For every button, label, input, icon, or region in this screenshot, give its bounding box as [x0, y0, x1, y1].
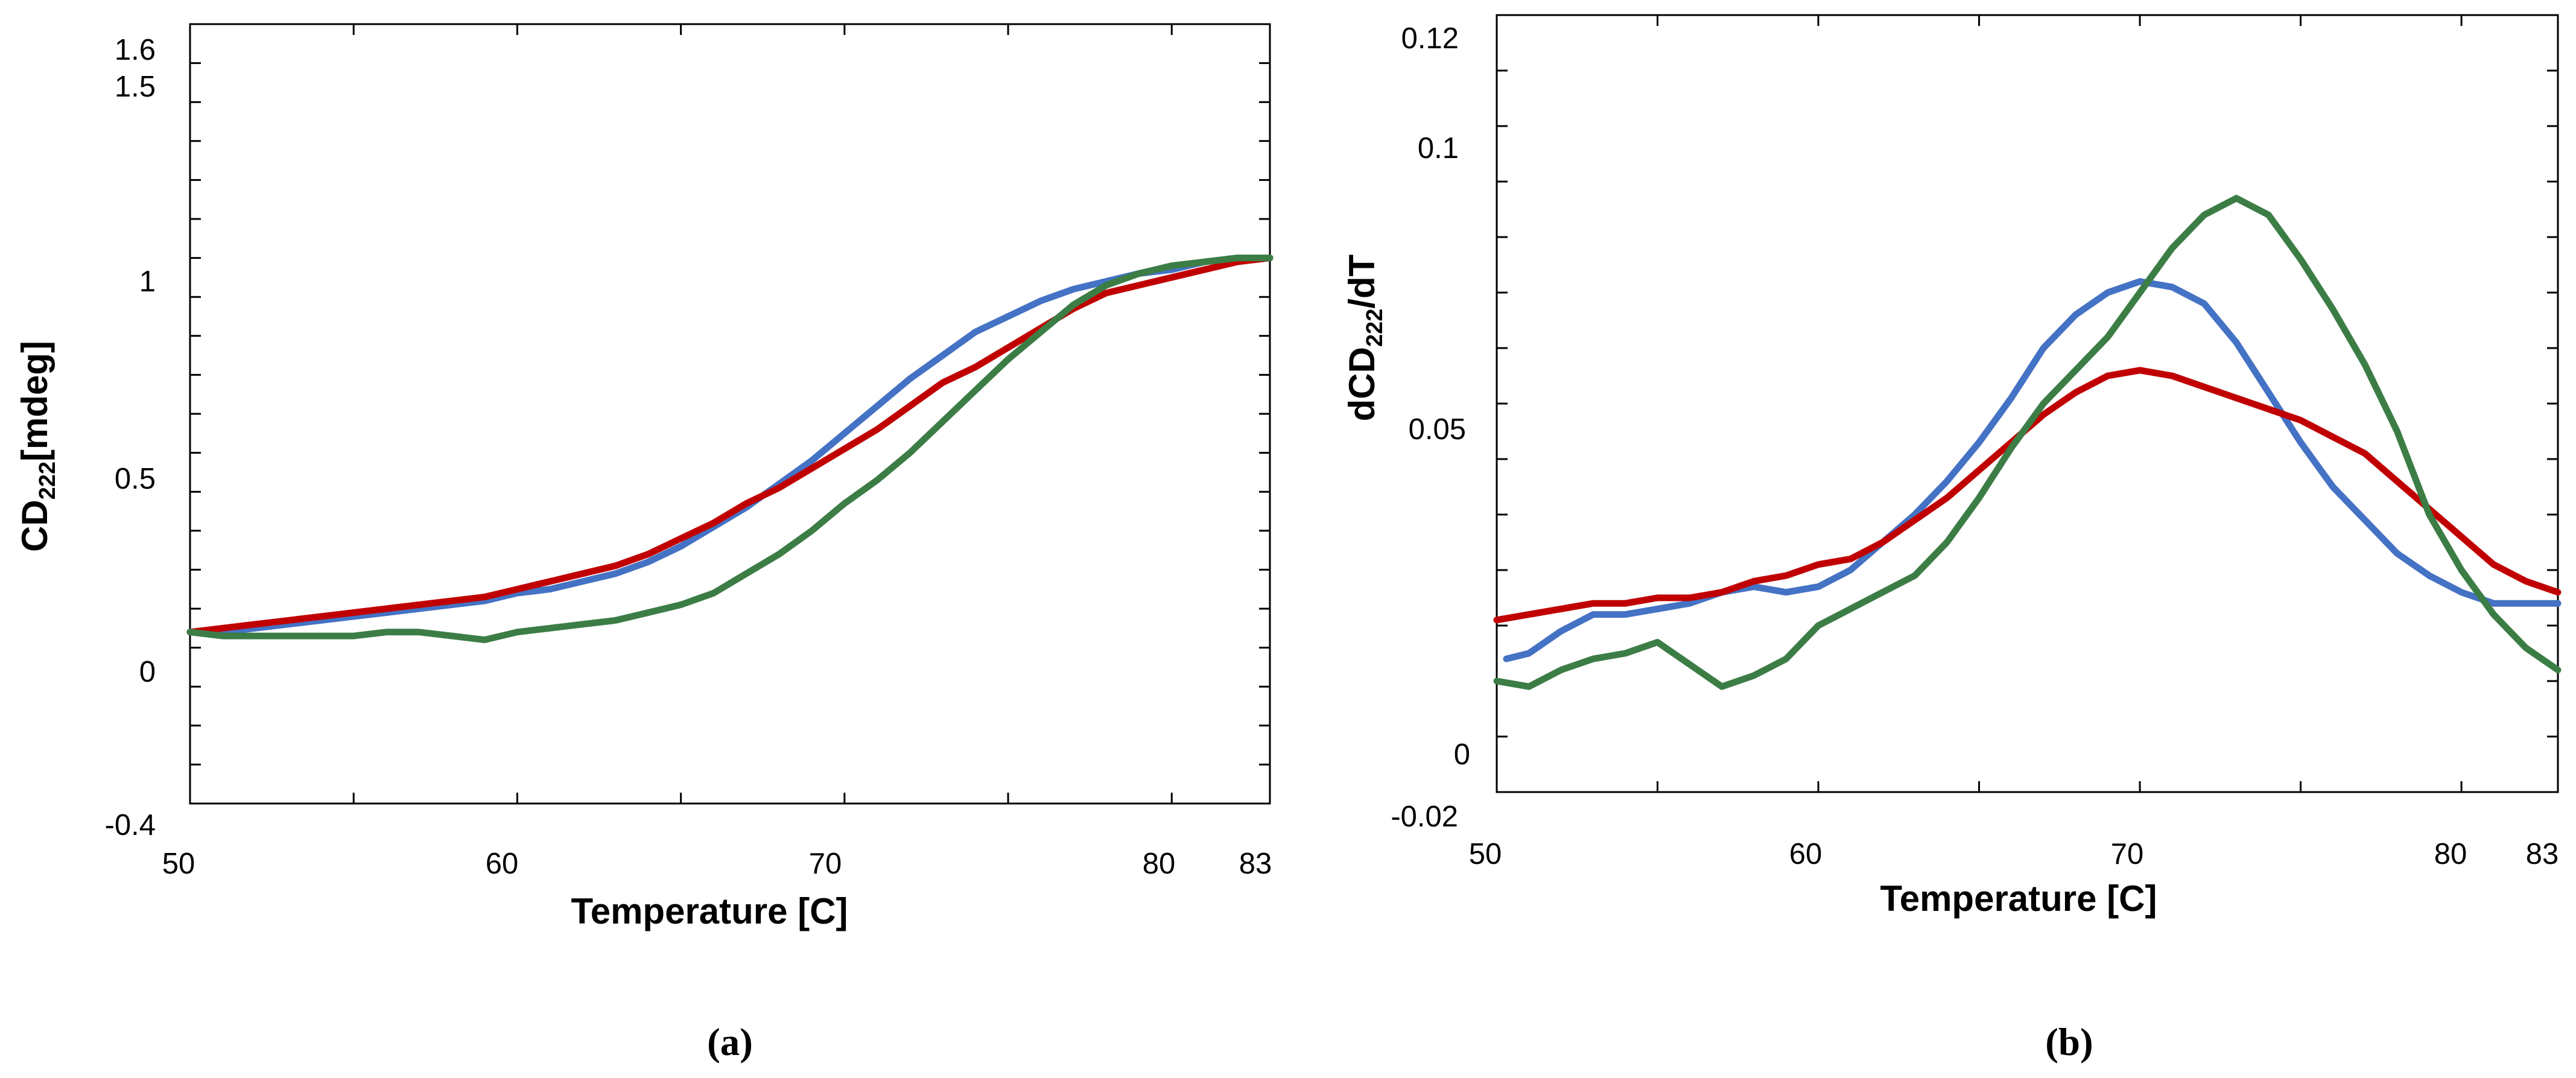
- chart-a-y-tick-label: 1.5: [115, 71, 156, 103]
- chart-b-y-tick-label: 0.05: [1409, 413, 1466, 446]
- chart-b-series-line-1: [1503, 278, 2562, 662]
- chart-a-series-line-3: [186, 255, 1274, 644]
- chart-a-x-tick-label: 50: [162, 848, 195, 880]
- chart-b-y-axis-title-subscript: 222: [1362, 309, 1388, 347]
- chart-a-plot-frame: [189, 23, 1271, 805]
- chart-b-x-axis-title: Temperature [C]: [1880, 878, 2157, 919]
- chart-b-x-tick-label: 80: [2434, 838, 2467, 870]
- chart-a-y-axis-title: CD222[mdeg]: [14, 341, 60, 552]
- chart-b-x-tick-label: 83: [2526, 838, 2559, 870]
- chart-b-x-tick-label: 60: [1789, 838, 1823, 870]
- chart-a-x-tick-label: 83: [1239, 848, 1272, 880]
- chart-a-x-axis-title: Temperature [C]: [571, 891, 848, 931]
- chart-b-plot-frame: [1496, 14, 2559, 793]
- chart-a-x-tick-label: 80: [1143, 848, 1176, 880]
- chart-a-series-line-1: [186, 255, 1274, 636]
- chart-a-y-tick-label: 1.6: [115, 34, 156, 66]
- chart-a-x-tick-label: 70: [809, 848, 842, 880]
- chart-a-y-tick-label: 1: [139, 265, 156, 298]
- chart-a-series: [186, 255, 1274, 644]
- chart-a-y-tick-label: 0: [139, 656, 156, 688]
- chart-b-y-axis-title-unit: /dT: [1342, 255, 1382, 309]
- chart-b-y-axis-title: dCD222/dT: [1342, 255, 1388, 422]
- chart-a-y-axis-title-unit: [mdeg]: [14, 341, 55, 461]
- chart-a-ticks: [190, 24, 1270, 804]
- chart-b-ticks: [1497, 15, 2558, 792]
- chart-a-x-tick-label: 60: [486, 848, 519, 880]
- chart-b-y-tick-label: 0: [1454, 738, 1470, 771]
- chart-a-y-tick-label: -0.4: [105, 809, 156, 842]
- panel-label-a: (a): [707, 1021, 753, 1064]
- chart-b-y-axis-title-main: dCD: [1342, 347, 1382, 421]
- chart-a-series-line-2: [186, 255, 1274, 636]
- chart-b-x-tick-label: 50: [1469, 838, 1502, 870]
- chart-a-y-axis-title-subscript: 222: [35, 461, 60, 499]
- chart-a-y-tick-label: 0.5: [115, 463, 156, 495]
- chart-b-series: [1493, 195, 2562, 690]
- chart-b-series-line-3: [1493, 195, 2562, 690]
- chart-b-y-tick-label: 0.1: [1418, 132, 1459, 165]
- chart-b-series-line-2: [1493, 367, 2562, 624]
- panel-label-b: (b): [2045, 1021, 2093, 1064]
- chart-b: -0.02 0 0.05 0.1 0.12 50 60 70 80 83 Tem…: [1342, 14, 2562, 1064]
- chart-b-y-tick-label: 0.12: [1401, 22, 1459, 55]
- chart-b-y-tick-label: -0.02: [1391, 801, 1458, 833]
- chart-a-y-axis-title-main: CD: [14, 499, 55, 552]
- chart-b-x-tick-label: 70: [2111, 838, 2144, 870]
- chart-a: -0.4 0 0.5 1 1.5 1.6 50 60 70 80 83 Temp…: [14, 23, 1274, 1064]
